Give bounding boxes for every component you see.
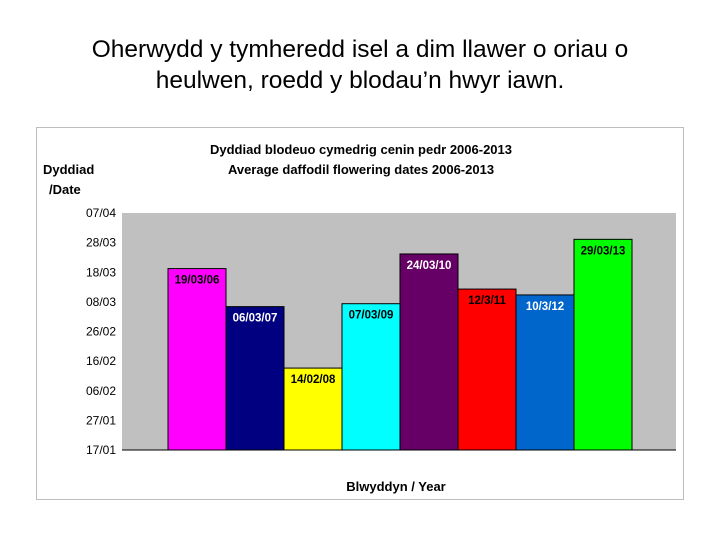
y-tick-label: 26/02 — [86, 325, 116, 339]
chart-subtitle: Average daffodil flowering dates 2006-20… — [228, 162, 494, 177]
bar-data-label: 06/03/07 — [233, 313, 278, 325]
bar — [573, 238, 633, 451]
y-tick-label: 06/02 — [86, 384, 116, 398]
y-tick-label: 28/03 — [86, 236, 116, 250]
bar-data-label: 29/03/13 — [581, 245, 626, 257]
bar — [457, 288, 517, 451]
y-tick-label: 16/02 — [86, 354, 116, 368]
y-tick-label: 08/03 — [86, 295, 116, 309]
bar — [167, 268, 227, 451]
y-tick-label: 18/03 — [86, 265, 116, 279]
bar — [283, 367, 343, 451]
bar-data-label: 12/3/11 — [468, 295, 506, 307]
bar-data-label: 10/3/12 — [526, 301, 564, 313]
y-axis-label-line-1: Dyddiad — [43, 162, 94, 177]
bar — [341, 303, 401, 451]
bar — [515, 294, 575, 451]
chart-title: Dyddiad blodeuo cymedrig cenin pedr 2006… — [210, 142, 512, 157]
slide-title-line-2: heulwen, roedd y blodau’n hwyr iawn. — [155, 67, 565, 94]
y-axis-label-line-2: /Date — [49, 182, 81, 197]
chart-frame: Dyddiad blodeuo cymedrig cenin pedr 2006… — [36, 127, 684, 500]
bar-data-label: 07/03/09 — [349, 310, 394, 322]
bar — [225, 306, 285, 451]
bar-data-label: 19/03/06 — [175, 275, 220, 287]
bar-data-label: 24/03/10 — [407, 260, 452, 272]
daffodil-bar-chart: Dyddiad blodeuo cymedrig cenin pedr 2006… — [43, 142, 676, 494]
slide-title: Oherwydd y tymheredd isel a dim llawer o… — [20, 34, 700, 96]
y-tick-label: 27/01 — [86, 413, 116, 427]
y-tick-label: 17/01 — [86, 443, 116, 457]
y-tick-label: 07/04 — [86, 206, 116, 220]
bar — [399, 253, 459, 451]
slide-title-line-1: Oherwydd y tymheredd isel a dim llawer o… — [91, 36, 629, 63]
bar-data-label: 14/02/08 — [291, 374, 336, 386]
x-axis-label: Blwyddyn / Year — [346, 479, 445, 494]
